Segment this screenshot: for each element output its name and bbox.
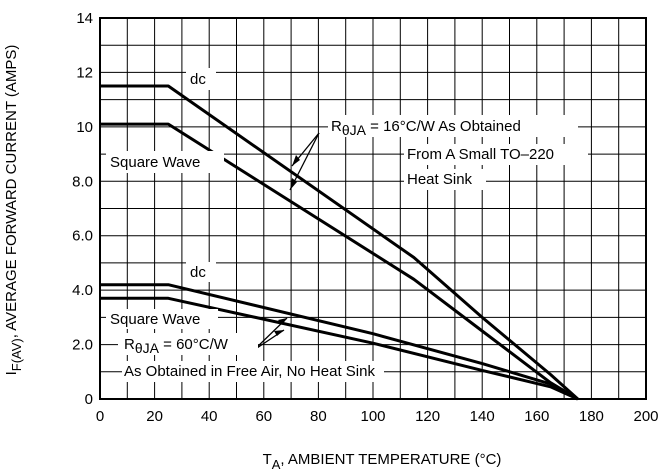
x-tick-label: 180 — [579, 408, 604, 425]
x-tick-label: 200 — [633, 408, 658, 425]
y-tick-label: 12 — [76, 64, 93, 81]
annotation-labels: dc Square Wave dc Square Wave RθJA = 16°… — [106, 68, 588, 382]
y-axis-title: IF(AV), AVERAGE FORWARD CURRENT (AMPS) — [3, 45, 24, 376]
arrowhead-lower-a — [278, 318, 287, 325]
label-r-upper-line1: RθJA = 16°C/W As Obtained — [331, 118, 521, 138]
label-dc-upper: dc — [190, 71, 206, 88]
x-tick-label: 40 — [201, 408, 218, 425]
plot-frame — [99, 17, 647, 400]
label-r-upper-line2: From A Small TO–220 — [407, 146, 554, 163]
y-tick-label: 10 — [76, 119, 93, 136]
y-tick-label: 0 — [85, 391, 93, 408]
arrowhead-upper-b — [290, 178, 297, 190]
label-r-lower-line2: As Obtained in Free Air, No Heat Sink — [124, 363, 375, 380]
label-r-lower-line1: RθJA = 60°C/W — [124, 336, 229, 356]
x-tick-label: 80 — [310, 408, 327, 425]
series-line-1 — [100, 84, 579, 401]
x-tick-label: 160 — [524, 408, 549, 425]
y-tick-label: 14 — [76, 10, 93, 27]
x-tick-label: 120 — [415, 408, 440, 425]
grid — [99, 17, 647, 400]
series-line-3 — [100, 283, 579, 401]
y-tick-label: 8.0 — [72, 173, 93, 190]
y-tick-label: 6.0 — [72, 228, 93, 245]
y-tick-label: 2.0 — [72, 337, 93, 354]
callout-arrowheads — [274, 155, 300, 336]
x-tick-label: 20 — [146, 408, 163, 425]
x-axis-title: TA, AMBIENT TEMPERATURE (°C) — [263, 451, 502, 472]
label-square-wave-lower: Square Wave — [110, 311, 200, 328]
x-tick-label: 100 — [360, 408, 385, 425]
x-tick-label: 0 — [96, 408, 104, 425]
label-square-wave-upper: Square Wave — [110, 154, 200, 171]
x-tick-label: 60 — [255, 408, 272, 425]
arrowhead-upper-a — [292, 155, 300, 166]
series-lines — [100, 84, 579, 401]
series-line-4 — [100, 296, 579, 401]
arrowhead-lower-b — [274, 330, 284, 336]
tick-labels: 0 20 40 60 80 100 120 140 160 180 200 0 2.0 4.0 6.0 8.0… — [72, 10, 658, 425]
y-tick-label: 4.0 — [72, 282, 93, 299]
label-r-upper-line3: Heat Sink — [407, 171, 473, 188]
x-tick-label: 140 — [470, 408, 495, 425]
label-dc-lower: dc — [190, 264, 206, 281]
